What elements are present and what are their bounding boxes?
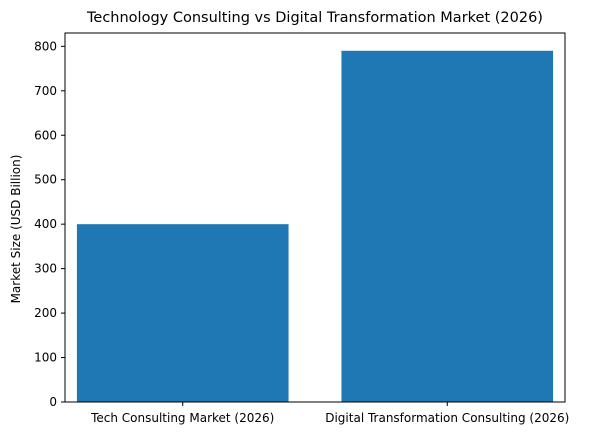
bars-group (76, 50, 554, 402)
y-tick-label: 400 (34, 217, 57, 231)
y-axis-label: Market Size (USD Billion) (9, 155, 23, 304)
chart-title: Technology Consulting vs Digital Transfo… (86, 10, 543, 26)
y-tick-label: 700 (34, 84, 57, 98)
y-tick-label: 0 (49, 395, 57, 409)
x-tick-label: Tech Consulting Market (2026) (90, 411, 274, 425)
y-tick-label: 100 (34, 351, 57, 365)
x-tick-label: Digital Transformation Consulting (2026) (325, 411, 569, 425)
y-tick-label: 300 (34, 262, 57, 276)
y-axis-ticks: 0 100 200 300 400 500 600 700 800 (34, 39, 65, 409)
x-axis-ticks: Tech Consulting Market (2026) Digital Tra… (90, 402, 569, 425)
y-tick-label: 500 (34, 173, 57, 187)
bar-1 (341, 50, 554, 402)
y-tick-label: 200 (34, 306, 57, 320)
y-tick-label: 600 (34, 128, 57, 142)
plot-frame (64, 32, 566, 403)
bar-0 (76, 224, 289, 402)
y-tick-label: 800 (34, 39, 57, 53)
